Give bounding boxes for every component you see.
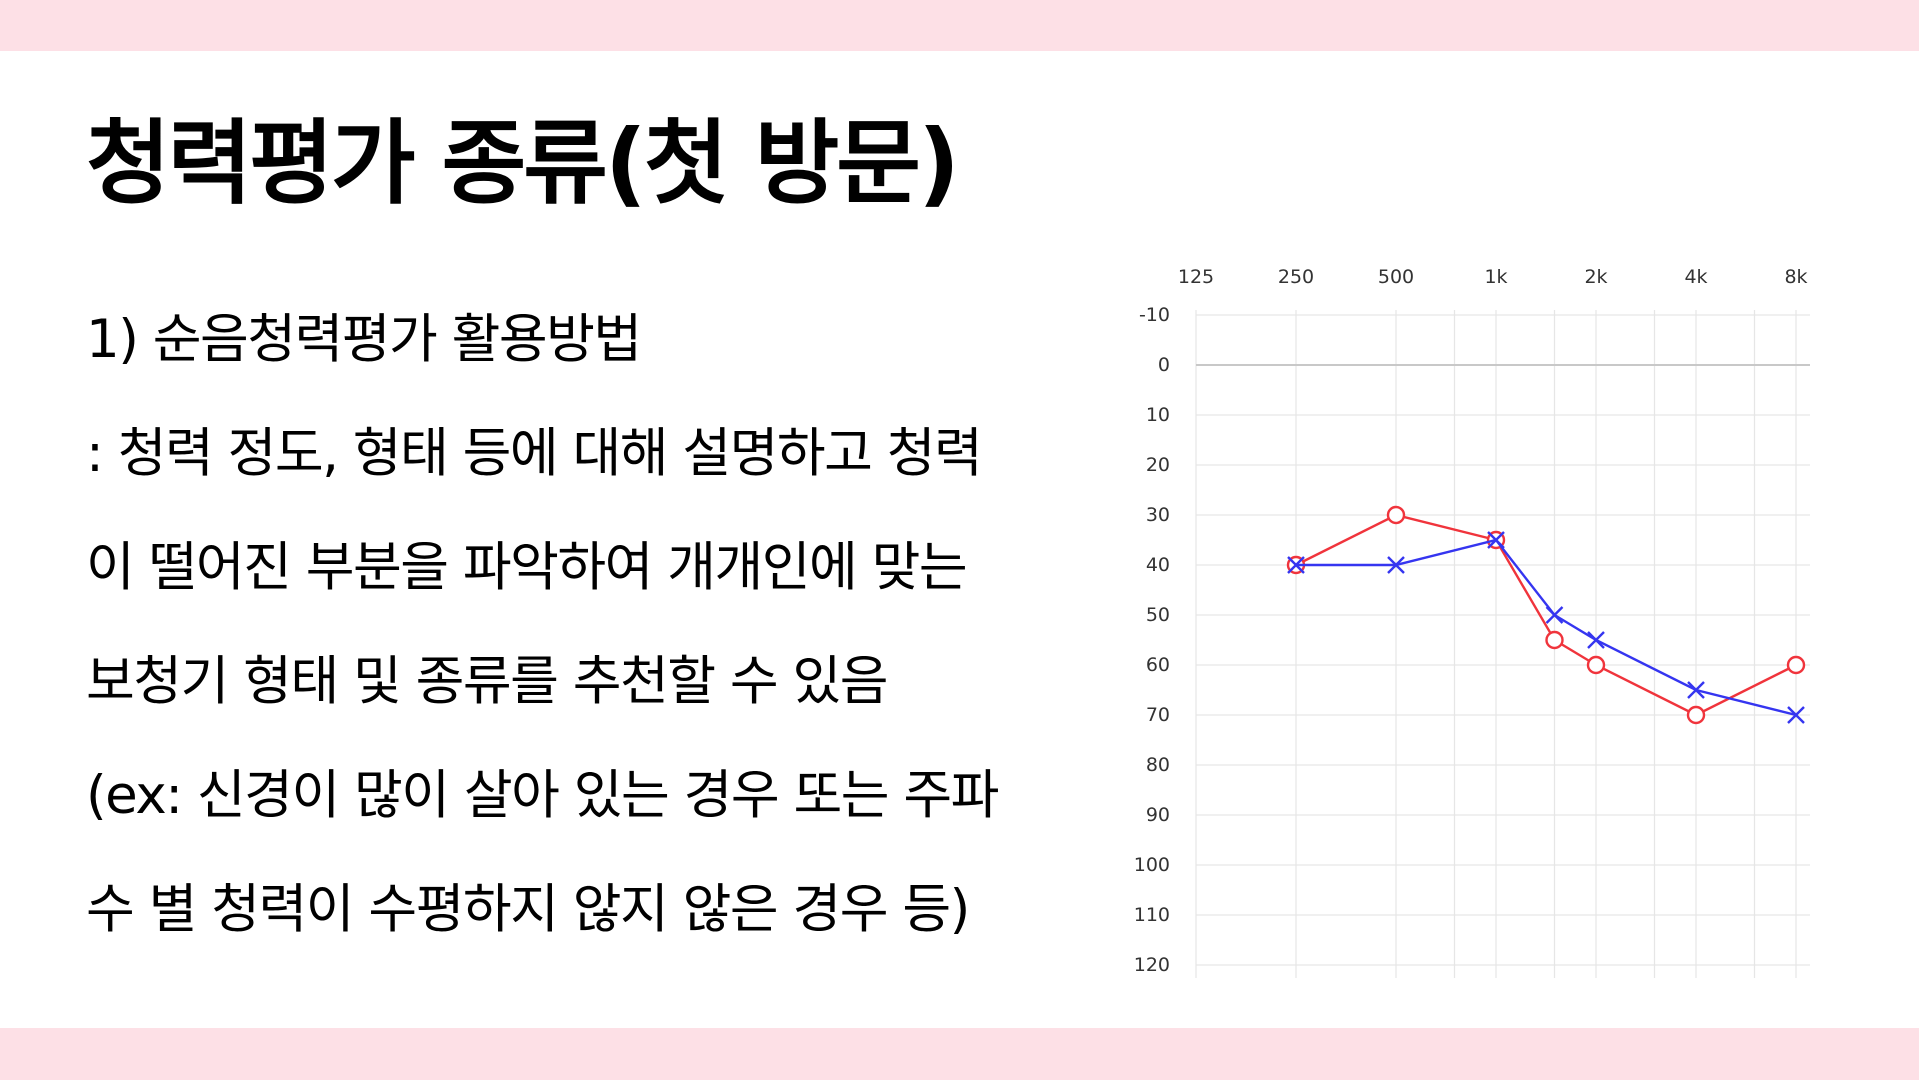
left-ear-cross-marker xyxy=(1587,631,1605,649)
x-tick-label: 1k xyxy=(1484,266,1507,288)
y-tick-label: 60 xyxy=(1146,654,1170,676)
body-line-2: : 청력 정도, 형태 등에 대해 설명하고 청력 xyxy=(86,423,983,484)
right-ear-circle-marker xyxy=(1686,705,1706,725)
left-ear-cross-marker xyxy=(1387,556,1405,574)
body-line-5: (ex: 신경이 많이 살아 있는 경우 또는 주파 xyxy=(86,765,999,826)
left-ear-cross-marker xyxy=(1687,681,1705,699)
right-ear-circle-marker xyxy=(1786,655,1806,675)
body-text: 1) 순음청력평가 활용방법 : 청력 정도, 형태 등에 대해 설명하고 청력… xyxy=(86,300,1086,984)
right-ear-circle-marker xyxy=(1586,655,1606,675)
y-tick-label: 110 xyxy=(1134,904,1170,926)
right-ear-circle-marker xyxy=(1545,630,1564,650)
y-tick-label: 70 xyxy=(1146,704,1170,726)
audiogram-chart: 125 250 500 1k 2k 4k 8k -10 0 10 20 30 40 50 60 70 80 90 1… xyxy=(1134,266,1810,978)
y-tick-label: 40 xyxy=(1146,554,1170,576)
x-tick-label: 4k xyxy=(1684,266,1707,288)
body-line-1: 1) 순음청력평가 활용방법 xyxy=(86,309,642,370)
bottom-band xyxy=(0,1028,1919,1080)
y-tick-label: 10 xyxy=(1146,404,1170,426)
y-tick-label: 90 xyxy=(1146,804,1170,826)
top-band xyxy=(0,0,1919,51)
x-tick-label: 2k xyxy=(1584,266,1607,288)
y-tick-label: 0 xyxy=(1158,354,1170,376)
x-tick-label: 250 xyxy=(1278,266,1314,288)
y-tick-label: -10 xyxy=(1139,304,1170,326)
slide-title: 청력평가 종류(첫 방문) xyxy=(86,110,960,217)
left-ear-cross-marker xyxy=(1545,606,1564,624)
x-tick-label: 125 xyxy=(1178,266,1214,288)
y-tick-label: 120 xyxy=(1134,954,1170,976)
x-tick-label: 500 xyxy=(1378,266,1414,288)
left-ear-cross-marker xyxy=(1787,706,1805,724)
left-ear-cross-marker xyxy=(1287,556,1305,574)
body-line-3: 이 떨어진 부분을 파악하여 개개인에 맞는 xyxy=(86,537,968,598)
y-tick-label: 20 xyxy=(1146,454,1170,476)
right-ear-circle-marker xyxy=(1386,505,1406,525)
body-line-6: 수 별 청력이 수평하지 않지 않은 경우 등) xyxy=(86,879,970,940)
left-ear-cross-marker xyxy=(1487,531,1505,549)
y-tick-label: 30 xyxy=(1146,504,1170,526)
y-tick-label: 80 xyxy=(1146,754,1170,776)
y-tick-label: 50 xyxy=(1146,604,1170,626)
body-line-4: 보청기 형태 및 종류를 추천할 수 있음 xyxy=(86,651,888,712)
y-tick-label: 100 xyxy=(1134,854,1170,876)
x-tick-label: 8k xyxy=(1784,266,1807,288)
